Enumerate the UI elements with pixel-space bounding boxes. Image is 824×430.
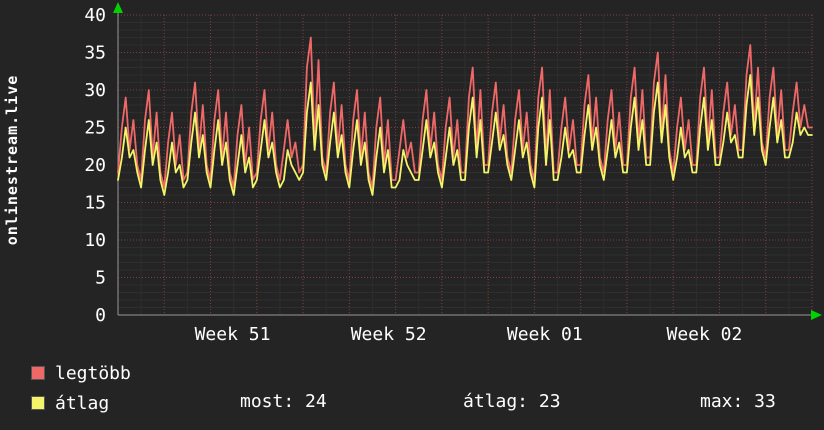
y-tick-label: 5 [95,268,106,289]
y-axis-arrow-icon [113,2,123,13]
legend: legtöbb átlag most: 24 átlag: 23 max: 33 [0,358,824,430]
x-tick-label: Week 51 [195,324,271,345]
y-tick-label: 10 [84,230,106,251]
stat-atlag: átlag: 23 [463,391,561,412]
series-line-atlag [117,74,813,196]
stat-max: max: 33 [700,391,776,412]
y-tick-label: 30 [84,80,106,101]
legend-row-legtobb: legtöbb [0,358,824,388]
y-tick-label: 25 [84,118,106,139]
x-tick-label: Week 02 [667,324,743,345]
legend-label-atlag: átlag [55,392,110,414]
legend-label-legtobb: legtöbb [55,362,131,384]
y-tick-label: 15 [84,193,106,214]
y-tick-label: 40 [84,5,106,26]
x-tick-label: Week 01 [507,324,583,345]
legend-row-atlag: átlag most: 24 átlag: 23 max: 33 [0,388,824,418]
y-tick-label: 35 [84,43,106,64]
x-axis-arrow-icon [811,310,822,320]
y-tick-label: 0 [95,305,106,326]
stat-most: most: 24 [240,391,327,412]
legend-swatch-atlag [31,396,45,410]
x-tick-label: Week 52 [351,324,427,345]
legend-swatch-legtobb [31,366,45,380]
chart-canvas: 0 5 10 15 20 25 30 35 40 Week 51 Week 52 Week 01 Wee… [84,2,822,345]
y-tick-label: 20 [84,155,106,176]
